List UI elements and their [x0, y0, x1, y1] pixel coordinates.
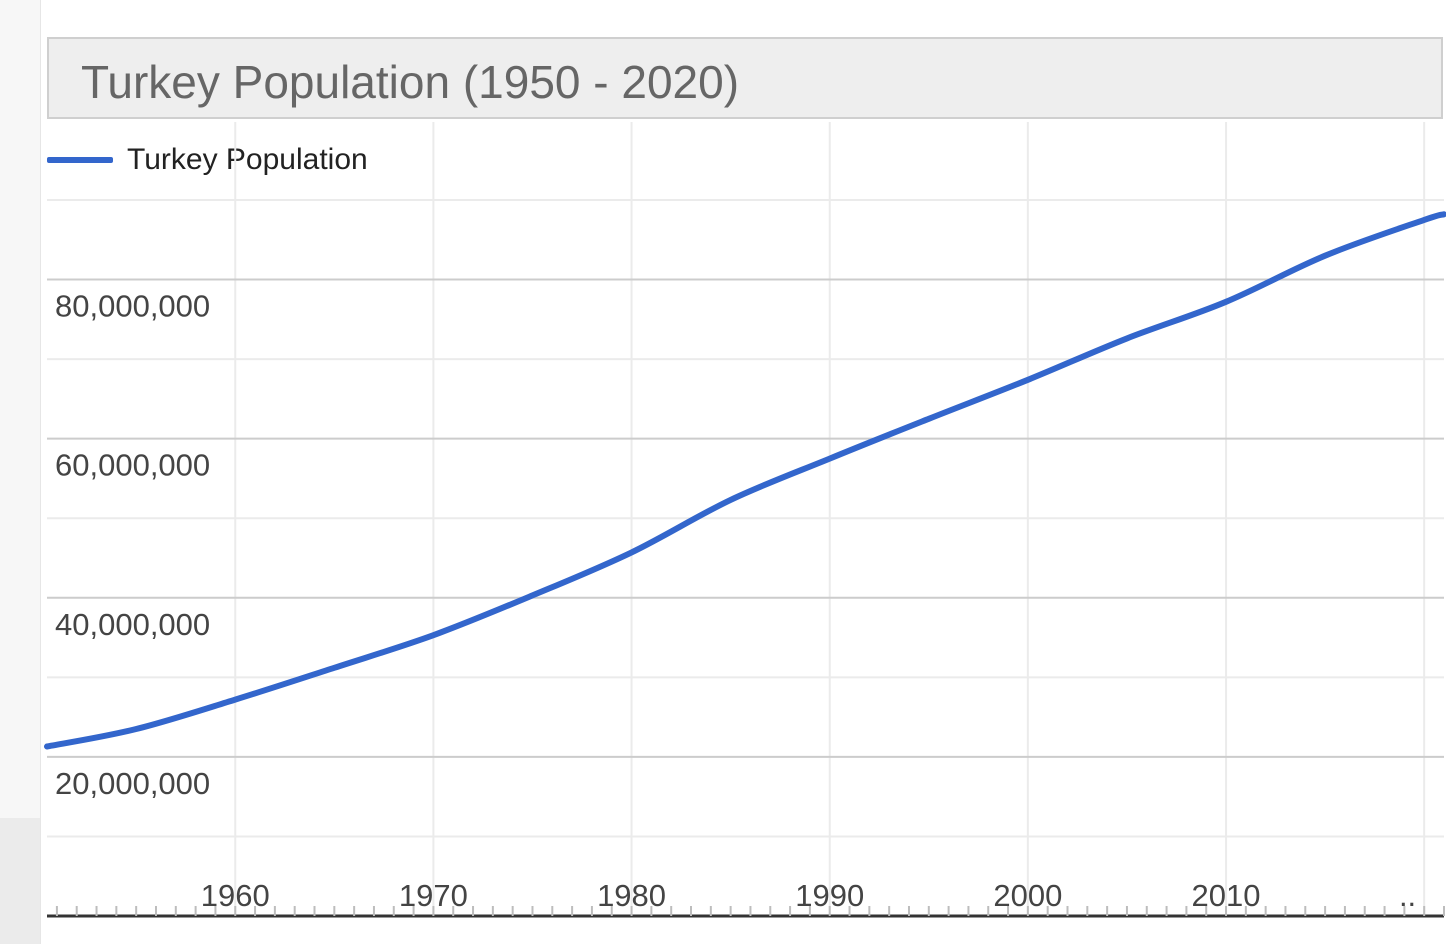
x-tick-label: 1960 [201, 878, 270, 913]
y-tick-label: 40,000,000 [55, 607, 210, 642]
left-sidebar-edge [0, 0, 41, 944]
x-tick-label: 2010 [1192, 878, 1261, 913]
x-tick-label: 1980 [597, 878, 666, 913]
series-line-turkey-population [44, 211, 1446, 750]
x-tick-label: 1990 [795, 878, 864, 913]
chart-legend: Turkey Population [47, 140, 368, 180]
x-tick-label: 2000 [993, 878, 1062, 913]
y-tick-label: 60,000,000 [55, 448, 210, 483]
x-tick-label: .. [1399, 878, 1416, 913]
y-tick-label: 80,000,000 [55, 289, 210, 324]
y-tick-label: 20,000,000 [55, 766, 210, 801]
legend-label: Turkey Population [127, 143, 368, 176]
x-tick-label: 1970 [399, 878, 468, 913]
legend-swatch [47, 157, 113, 163]
chart-title: Turkey Population (1950 - 2020) [81, 56, 740, 108]
chart-title-bar: Turkey Population (1950 - 2020) [47, 37, 1443, 119]
sidebar-tab [0, 818, 40, 944]
